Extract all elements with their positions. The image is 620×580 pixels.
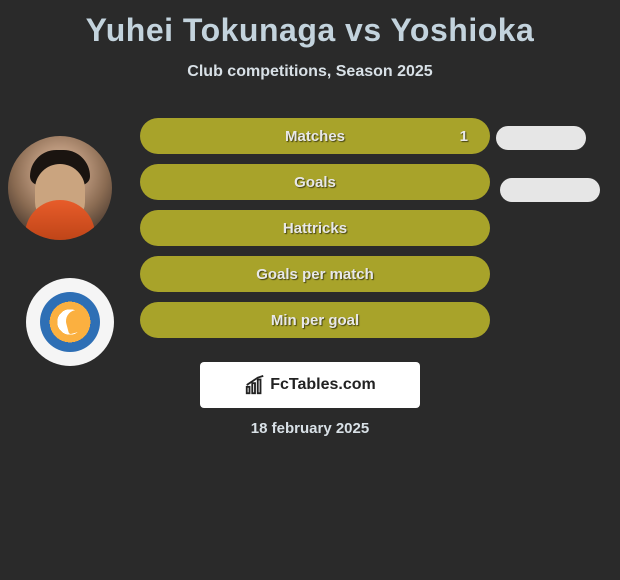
stat-row-goals: Goals	[140, 164, 490, 200]
stat-row-matches: Matches 1	[140, 118, 490, 154]
source-label: FcTables.com	[270, 376, 376, 394]
stat-value: 1	[460, 128, 468, 145]
date-label: 18 february 2025	[0, 420, 620, 437]
stat-label: Matches	[285, 128, 345, 145]
stat-bar: Min per goal	[140, 302, 490, 338]
stat-bar: Matches 1	[140, 118, 490, 154]
player-avatar	[8, 136, 112, 240]
chart-icon	[244, 374, 266, 396]
comparison-pill-goals	[500, 178, 600, 202]
comparison-pill-matches	[496, 126, 586, 150]
club-crest-icon	[40, 292, 100, 352]
source-badge: FcTables.com	[200, 362, 420, 408]
stat-bar: Goals	[140, 164, 490, 200]
stat-label: Min per goal	[271, 312, 359, 329]
page-subtitle: Club competitions, Season 2025	[0, 63, 620, 81]
stat-row-gpm: Goals per match	[140, 256, 490, 292]
stat-row-hattricks: Hattricks	[140, 210, 490, 246]
stat-row-mpg: Min per goal	[140, 302, 490, 338]
page-title: Yuhei Tokunaga vs Yoshioka	[0, 0, 620, 49]
stat-label: Goals per match	[256, 266, 374, 283]
stat-bars: Matches 1 Goals Hattricks Goals per matc…	[140, 118, 490, 348]
stat-label: Goals	[294, 174, 336, 191]
stat-label: Hattricks	[283, 220, 347, 237]
stat-bar: Goals per match	[140, 256, 490, 292]
avatar-face	[35, 164, 85, 224]
club-crest-avatar	[26, 278, 114, 366]
stat-bar: Hattricks	[140, 210, 490, 246]
